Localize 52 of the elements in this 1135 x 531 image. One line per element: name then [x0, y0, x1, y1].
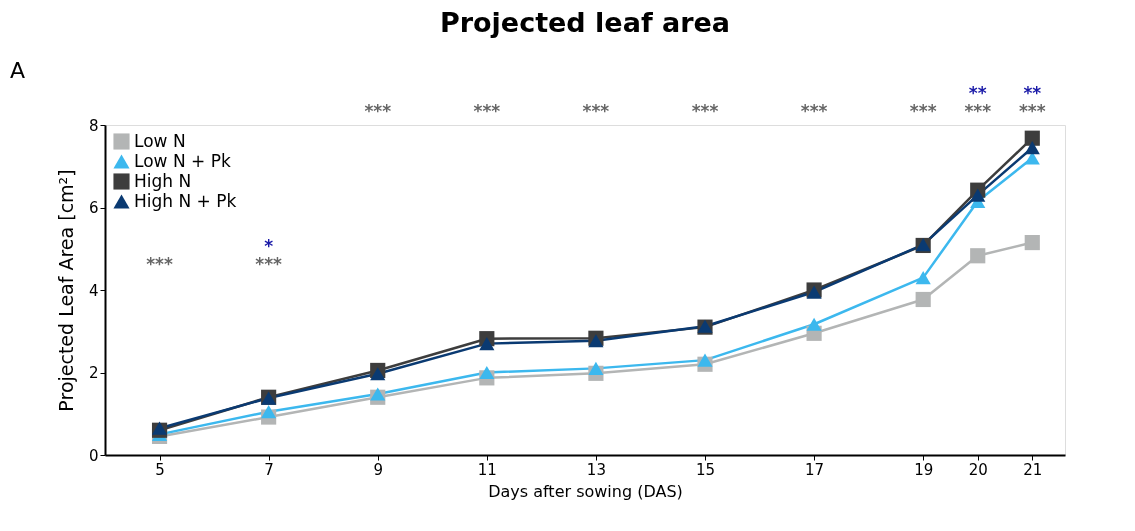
x-tick-label: 15 [695, 460, 716, 479]
point [970, 188, 986, 202]
annotation: *** [255, 253, 283, 274]
annotation: * [264, 235, 274, 256]
point [697, 353, 713, 367]
x-tick-label: 20 [968, 460, 988, 479]
point [806, 317, 822, 331]
text: *** [964, 101, 992, 121]
point [970, 248, 986, 264]
point [1024, 130, 1040, 146]
point [479, 365, 495, 380]
y-tick-label: 2 [88, 364, 99, 382]
y-tick-label: 8 [88, 116, 99, 135]
x-tick-label: 5 [155, 460, 165, 479]
y-tick-label: 6 [88, 199, 99, 217]
text: *** [691, 101, 719, 121]
chart-title: Projected leaf area [439, 7, 731, 38]
legend-label: Low N [134, 130, 186, 151]
point [915, 291, 931, 308]
legend-label: High N [134, 170, 192, 191]
x-tick-label: 11 [477, 460, 497, 479]
point [915, 271, 931, 285]
text: A [10, 58, 26, 83]
point [479, 337, 495, 351]
x-tick-label: 9 [373, 460, 383, 479]
text: *** [800, 101, 828, 121]
x-tick-label: 21 [1023, 460, 1043, 479]
text: ** [1023, 83, 1042, 103]
text: *** [582, 101, 610, 121]
text: *** [364, 101, 392, 121]
point [370, 367, 386, 381]
text: *** [473, 101, 501, 121]
x-tick-label: 7 [264, 460, 274, 479]
text: *** [1018, 101, 1046, 121]
legend-label: Low N + Pk [134, 150, 231, 171]
point [1024, 141, 1040, 155]
x-tick-label: 17 [805, 460, 825, 479]
x-axis-title: Days after sowing (DAS) [488, 481, 683, 501]
point [261, 405, 277, 419]
legend-label: High N + Pk [134, 190, 237, 211]
y-axis-title: Projected Leaf Area [cm²] [54, 169, 77, 412]
point [1024, 234, 1040, 251]
point [588, 334, 604, 348]
x-tick-label: 13 [586, 460, 606, 479]
y-tick-label: 4 [88, 281, 99, 300]
x-tick-label: 19 [914, 460, 934, 479]
annotation: *** [146, 253, 173, 274]
y-tick-label: 0 [88, 446, 99, 465]
point [370, 387, 386, 401]
text: ** [968, 83, 987, 103]
point [588, 361, 604, 375]
text: *** [909, 101, 937, 121]
